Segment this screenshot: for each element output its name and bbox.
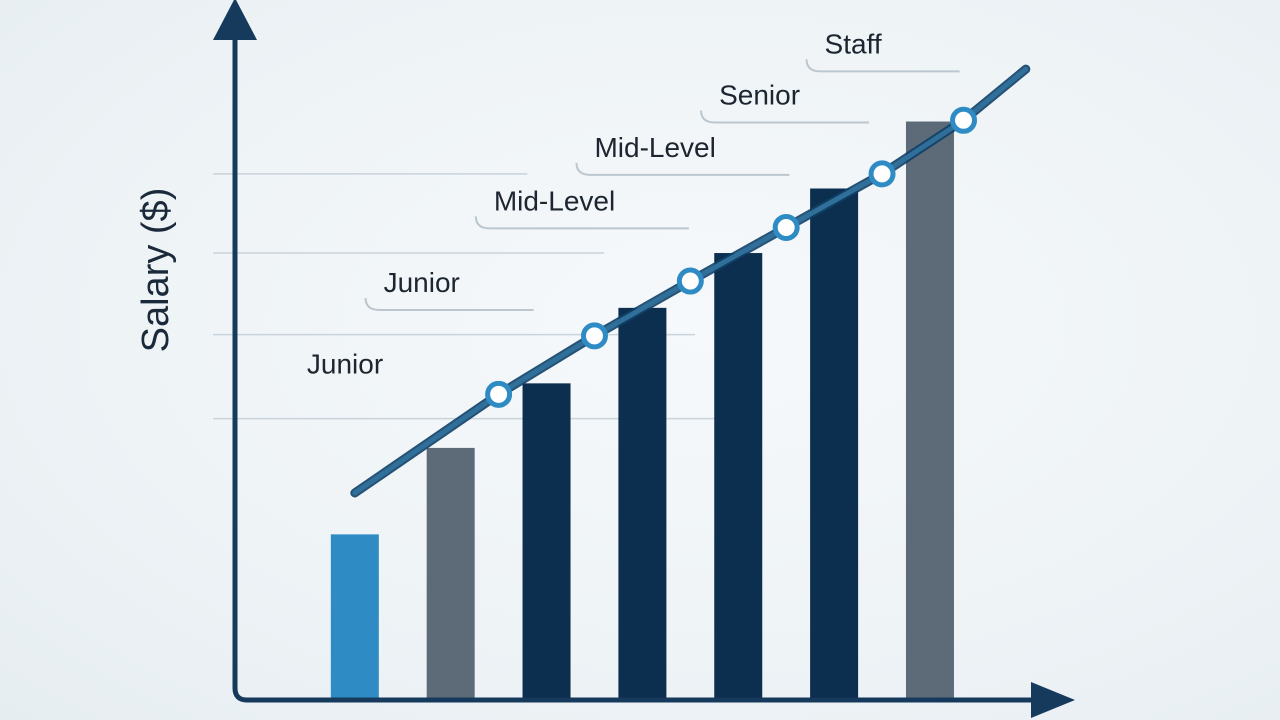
trend-marker xyxy=(772,213,800,241)
trend-marker xyxy=(868,160,896,188)
trend-marker xyxy=(676,267,704,295)
bar-4 xyxy=(618,307,667,700)
level-labels: JuniorJuniorMid-LevelMid-LevelSeniorStaf… xyxy=(307,28,882,379)
bar-2 xyxy=(426,447,475,700)
trend-line xyxy=(350,64,1031,498)
trend-line-path xyxy=(352,66,1029,496)
callout-underline xyxy=(805,59,960,73)
gridlines xyxy=(213,173,758,420)
y-axis-arrow xyxy=(213,0,257,40)
level-label: Mid-Level xyxy=(494,185,615,216)
label-callouts xyxy=(364,59,960,312)
bars xyxy=(330,121,954,700)
level-label: Senior xyxy=(719,79,800,110)
bar-5 xyxy=(714,253,763,700)
trend-marker xyxy=(485,380,513,408)
trend-markers xyxy=(485,106,978,408)
level-label: Staff xyxy=(825,28,882,59)
bar-6 xyxy=(810,188,859,700)
y-axis xyxy=(232,35,1038,703)
callout-underline xyxy=(700,110,870,124)
trend-marker xyxy=(580,322,608,350)
level-label: Junior xyxy=(384,267,460,298)
bar-1 xyxy=(330,534,379,700)
y-axis-title: Salary ($) xyxy=(135,188,177,353)
callout-underline xyxy=(474,216,689,230)
axes xyxy=(213,0,1075,718)
callout-underline xyxy=(575,162,790,176)
bar-7 xyxy=(905,121,954,700)
x-axis-arrow xyxy=(1031,682,1075,718)
level-label: Junior xyxy=(307,349,383,380)
callout-underline xyxy=(364,297,534,312)
bar-3 xyxy=(522,383,571,700)
trend-marker xyxy=(950,106,978,134)
level-label: Mid-Level xyxy=(594,132,715,163)
